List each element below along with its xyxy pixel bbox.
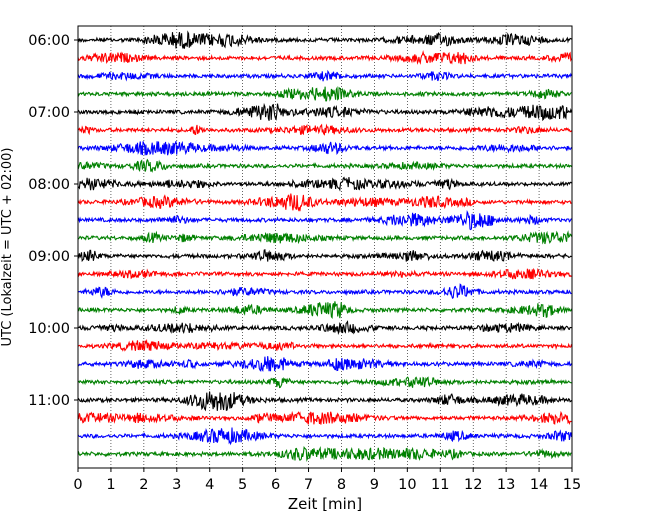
seismic-trace (77, 267, 572, 280)
x-tick-label: 14 (530, 477, 548, 493)
seismic-trace (77, 356, 573, 373)
x-tick-label: 11 (431, 477, 449, 493)
x-tick-label: 13 (497, 477, 515, 493)
seismic-trace (77, 176, 572, 192)
seismic-trace (77, 193, 572, 212)
seismic-trace (77, 427, 573, 446)
seismic-trace (77, 230, 573, 245)
y-tick-label: 09:00 (28, 249, 70, 265)
seismic-trace (77, 301, 573, 320)
seismic-trace (77, 391, 572, 412)
x-tick-label: 4 (205, 477, 214, 493)
y-axis-ticks: 06:00 07:00 08:00 09:00 10:00 11:00 (28, 33, 78, 409)
y-axis-label: UTC (Lokalzeit = UTC + 02:00) (0, 148, 15, 347)
seismic-trace (77, 249, 572, 263)
x-tick-label: 1 (106, 477, 115, 493)
seismic-trace (77, 123, 572, 136)
y-tick-label: 06:00 (28, 33, 70, 49)
y-tick-label: 11:00 (28, 393, 70, 409)
seismic-traces (77, 30, 573, 463)
plot-frame (77, 25, 573, 469)
seismic-trace (77, 102, 573, 122)
x-tick-label: 0 (73, 477, 82, 493)
seismic-trace (77, 283, 572, 300)
seismic-trace (77, 85, 572, 102)
seismic-trace (77, 158, 572, 173)
x-tick-label: 15 (563, 477, 581, 493)
x-tick-label: 6 (271, 477, 280, 493)
seismic-trace (77, 30, 572, 49)
x-tick-label: 9 (370, 477, 379, 493)
seismic-trace (77, 140, 572, 156)
seismic-trace (77, 320, 572, 336)
x-axis-ticks: 0 1 2 3 4 5 6 7 8 9 10 11 12 13 14 15 (73, 468, 581, 493)
x-tick-label: 10 (398, 477, 416, 493)
y-tick-label: 07:00 (28, 105, 70, 121)
seismic-trace (77, 338, 573, 352)
x-tick-label: 7 (304, 477, 313, 493)
x-tick-label: 8 (337, 477, 346, 493)
plot-background (78, 26, 572, 468)
y-tick-label: 08:00 (28, 177, 70, 193)
seismic-trace (77, 210, 572, 231)
seismic-trace (77, 50, 572, 65)
x-tick-label: 2 (139, 477, 148, 493)
x-axis-label: Zeit [min] (288, 495, 362, 513)
seismic-trace (77, 410, 572, 425)
x-tick-label: 12 (464, 477, 482, 493)
seismic-trace (77, 446, 572, 463)
x-tick-label: 3 (172, 477, 181, 493)
x-tick-label: 5 (238, 477, 247, 493)
seismic-trace (77, 69, 573, 82)
seismic-trace (77, 376, 572, 389)
y-tick-label: 10:00 (28, 321, 70, 337)
